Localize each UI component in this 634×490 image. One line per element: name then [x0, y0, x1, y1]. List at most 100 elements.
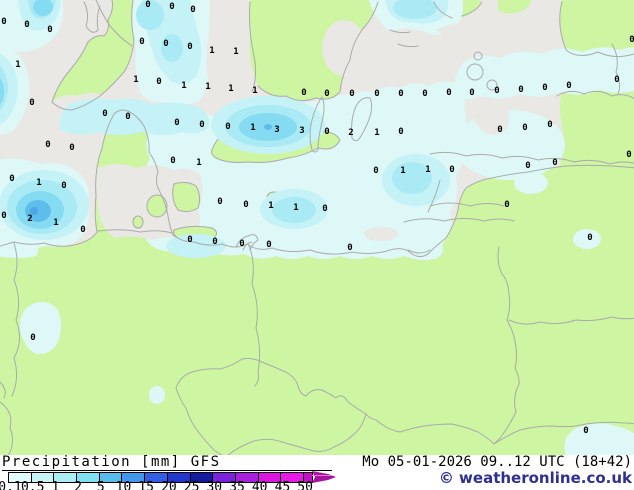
legend-unit: [mm]: [141, 454, 181, 470]
legend-scale-label: 1: [51, 480, 60, 490]
precip-value: 1: [209, 46, 215, 57]
precip-value: 0: [583, 426, 589, 437]
precip-value: 0: [497, 125, 503, 136]
precip-value: 0: [174, 118, 180, 129]
legend-arrow-icon: [312, 471, 336, 483]
precipitation-map: 0 0 0 0 0 0 0 0 0 1 1 0 1 1 0 1 1 1 1 0 0 0 0 0 0 0 0 0 0 0 0 0 0 0 0 0 0 0 1 3…: [0, 0, 634, 455]
legend-scale-label: 5: [96, 480, 105, 490]
precip-value: 3: [299, 126, 305, 137]
precip-value: 0: [29, 98, 35, 109]
legend-labels: 0.1 0.5 1 2 5 10 15 20 25 30 35 40 45 50: [0, 480, 340, 490]
precip-value: 0: [525, 161, 531, 172]
precip-value: 0: [1, 17, 7, 28]
precip-value: 0: [373, 166, 379, 177]
precip-value: 2: [27, 214, 33, 225]
precip-value: 0: [552, 158, 558, 169]
precip-value: 0: [446, 88, 452, 99]
precip-value: 0: [225, 122, 231, 133]
precip-value: 0: [9, 174, 15, 185]
precip-value: 0: [170, 156, 176, 167]
precip-value: 1: [250, 123, 256, 134]
precip-value: 0: [199, 120, 205, 131]
precip-value: 0: [24, 20, 30, 31]
precip-value: 0: [449, 165, 455, 176]
legend-scale-label: 30: [206, 480, 223, 490]
legend-segment: [77, 473, 100, 482]
legend-segment: [122, 473, 146, 482]
precip-value: 0: [69, 143, 75, 154]
precip-value: 0: [47, 25, 53, 36]
precip-value: 1: [233, 47, 239, 58]
precip-value: 0: [518, 85, 524, 96]
precip-value: 0: [45, 140, 51, 151]
legend-segment: [31, 473, 55, 482]
legend-segment: [99, 473, 123, 482]
precip-value: 0: [190, 5, 196, 16]
legend-segment: [303, 473, 312, 482]
precip-value: 1: [252, 86, 258, 97]
precip-value: 0: [1, 211, 7, 222]
legend-scale-label: 40: [251, 480, 268, 490]
precip-value: 1: [293, 203, 299, 214]
precip-value: 0: [469, 88, 475, 99]
precip-value: 0: [324, 89, 330, 100]
legend-segment: [54, 473, 78, 482]
legend-segment: [190, 473, 214, 482]
precip-value: 1: [36, 178, 42, 189]
legend-scale-label: 0.5: [20, 480, 45, 490]
precip-value: 0: [322, 204, 328, 215]
precip-value: 0: [212, 237, 218, 248]
legend-title-label: Precipitation: [2, 454, 132, 470]
legend-segment: [213, 473, 236, 482]
precip-value: 0: [542, 83, 548, 94]
precip-value: 0: [243, 200, 249, 211]
precip-value: 0: [30, 333, 36, 344]
legend-segment: [145, 473, 168, 482]
precip-value: 0: [139, 37, 145, 48]
legend-scale-label: 35: [229, 480, 245, 490]
legend-scale-label: 50: [297, 480, 313, 490]
precip-value: 0: [169, 2, 175, 13]
legend: Precipitation [mm] GFS 0.1 0.5 1 2 5 10 15 20 25 3…: [0, 455, 634, 490]
legend-segment: [258, 473, 282, 482]
run-info: Mo 05-01-2026 09..12 UTC (18+42): [362, 454, 632, 470]
precip-value: 1: [53, 218, 59, 229]
legend-scale-label: 20: [161, 480, 177, 490]
precip-value: 0: [504, 200, 510, 211]
precip-value: 3: [274, 125, 280, 136]
legend-segment: [9, 473, 32, 482]
precip-value: 0: [102, 109, 108, 120]
precip-value: 0: [522, 123, 528, 134]
precip-value: 1: [425, 165, 431, 176]
precip-value: 0: [566, 81, 572, 92]
precip-value: 0: [187, 235, 193, 246]
precip-value: 1: [133, 75, 139, 86]
precip-value: 0: [163, 39, 169, 50]
copyright: © weatheronline.co.uk: [438, 469, 632, 487]
precip-value: 1: [374, 128, 380, 139]
precip-value: 0: [587, 233, 593, 244]
precip-value: 2: [348, 128, 354, 139]
legend-scale-label: 2: [74, 480, 83, 490]
precip-value: 0: [494, 86, 500, 97]
legend-title: Precipitation [mm] GFS: [2, 454, 332, 471]
precip-value: 0: [324, 127, 330, 138]
precip-value: 1: [228, 84, 234, 95]
precip-value: 0: [301, 88, 307, 99]
precip-value: 0: [347, 243, 353, 254]
precip-value: 0: [145, 0, 151, 11]
precip-value: 0: [374, 89, 380, 100]
precip-value: 0: [125, 112, 131, 123]
precip-value: 0: [398, 89, 404, 100]
precip-value: 1: [268, 201, 274, 212]
legend-model: GFS: [190, 454, 221, 470]
grid-values-layer: 0 0 0 0 0 0 0 0 0 1 1 0 1 1 0 1 1 1 1 0 0 0 0 0 0 0 0 0 0 0 0 0 0 0 0 0 0 0 1 3…: [1, 0, 634, 437]
precip-value: 0: [239, 239, 245, 250]
precip-value: 0: [422, 89, 428, 100]
legend-segment: [235, 473, 259, 482]
precip-value: 1: [196, 158, 202, 169]
precip-value: 0: [266, 240, 272, 251]
precip-value: 0: [547, 120, 553, 131]
legend-scale-label: 15: [138, 480, 155, 490]
